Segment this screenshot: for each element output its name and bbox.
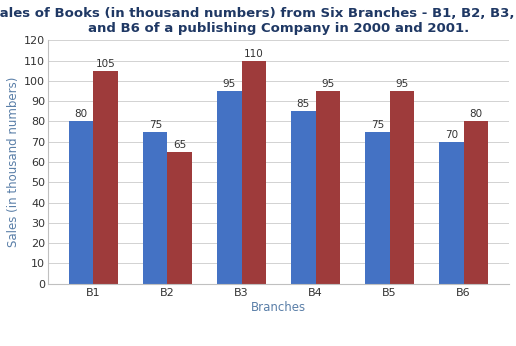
Y-axis label: Sales (in thousand numbers): Sales (in thousand numbers) [7,77,20,247]
Bar [439,142,464,284]
Text: 70: 70 [445,130,458,140]
Text: 75: 75 [149,119,162,129]
Text: 65: 65 [173,140,186,150]
Text: 105: 105 [96,59,116,69]
Bar [168,152,192,284]
Text: 95: 95 [223,79,236,89]
Bar [464,121,488,284]
Bar [217,91,241,284]
Title: Sales of Books (in thousand numbers) from Six Branches - B1, B2, B3, B4, B5
and : Sales of Books (in thousand numbers) fro… [0,7,516,35]
Bar [291,111,316,284]
Bar [143,131,168,284]
Text: 80: 80 [470,109,482,119]
Text: 95: 95 [321,79,334,89]
Text: 75: 75 [371,119,384,129]
Bar [241,61,266,284]
Bar [93,71,118,284]
Bar [69,121,93,284]
Bar [365,131,390,284]
Text: 85: 85 [297,99,310,109]
X-axis label: Branches: Branches [251,301,306,314]
Bar [316,91,340,284]
Text: 95: 95 [395,79,409,89]
Text: 80: 80 [75,109,88,119]
Text: 110: 110 [244,48,264,58]
Bar [390,91,414,284]
